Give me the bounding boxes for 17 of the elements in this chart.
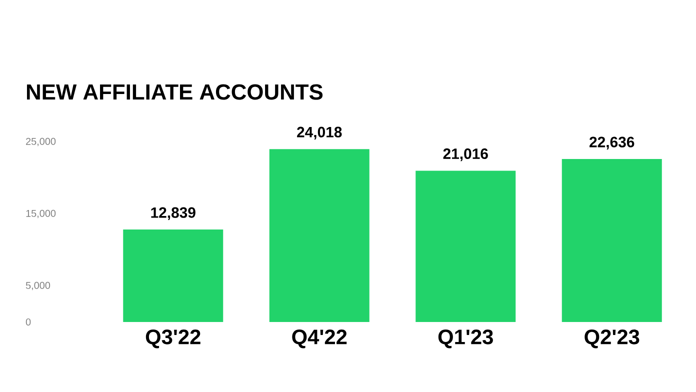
x-tick-label: Q1'23 [438,330,493,348]
y-tick-label: 0 [26,318,31,326]
x-tick-label: Q2'23 [584,330,640,348]
y-tick-label: 15,000 [26,210,56,218]
y-tick-label: 25,000 [26,138,56,146]
data-label: 24,018 [297,126,342,140]
data-label: 22,636 [590,136,634,150]
bar [123,230,224,322]
chart-title: NEW AFFILIATE ACCOUNTS [26,84,323,100]
data-label: 12,839 [151,207,196,220]
x-tick-label: Q4'22 [292,330,347,348]
bar [416,170,516,322]
bar [269,149,370,322]
data-label: 21,016 [443,148,488,162]
y-tick-label: 5,000 [26,282,50,290]
bar [562,159,662,322]
x-tick-label: Q3'22 [146,330,200,348]
